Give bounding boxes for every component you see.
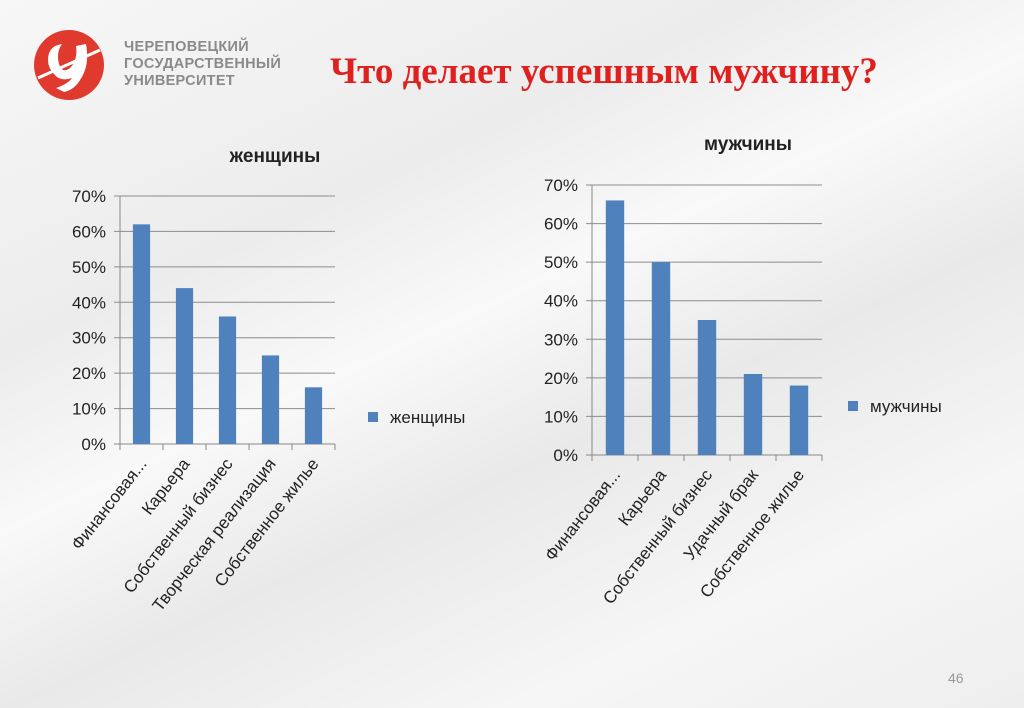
logo-line: ГОСУДАРСТВЕННЫЙ (124, 56, 282, 72)
logo-letter-icon (37, 44, 101, 92)
y-tick-label: 50% (544, 253, 578, 272)
y-tick-label: 30% (544, 330, 578, 349)
y-tick-label: 10% (72, 400, 106, 419)
bar (304, 387, 323, 444)
university-logo (34, 30, 104, 100)
x-category-label: Финансовая... (68, 455, 151, 554)
bar (789, 385, 809, 455)
bar (132, 224, 151, 444)
chart-title: мужчины (704, 134, 792, 155)
logo-line: УНИВЕРСИТЕТ (124, 73, 235, 89)
y-tick-label: 40% (72, 293, 106, 312)
bar (218, 316, 237, 444)
y-tick-label: 0% (553, 446, 578, 465)
bar (651, 262, 671, 455)
bar (697, 320, 717, 455)
logo-line: ЧЕРЕПОВЕЦКИЙ (124, 39, 249, 55)
y-tick-label: 40% (544, 292, 578, 311)
bar (175, 288, 194, 444)
y-tick-label: 20% (544, 369, 578, 388)
y-tick-label: 10% (544, 407, 578, 426)
chart-title: женщины (229, 146, 321, 167)
bar (605, 200, 625, 455)
legend-swatch (848, 401, 858, 411)
legend-label: мужчины (870, 397, 942, 416)
y-tick-label: 50% (72, 258, 106, 277)
bar (743, 374, 763, 455)
bar (261, 355, 280, 444)
slide-title: Что делает успешным мужчину? (330, 51, 878, 92)
y-tick-label: 30% (72, 329, 106, 348)
y-tick-label: 20% (72, 364, 106, 383)
page-number: 46 (948, 670, 964, 686)
y-tick-label: 60% (72, 222, 106, 241)
y-tick-label: 60% (544, 215, 578, 234)
y-tick-label: 70% (72, 187, 106, 206)
legend-label: женщины (390, 408, 465, 427)
university-name: ЧЕРЕПОВЕЦКИЙ ГОСУДАРСТВЕННЫЙ УНИВЕРСИТЕТ (124, 39, 281, 90)
legend-swatch (368, 412, 378, 422)
y-tick-label: 0% (81, 435, 106, 454)
y-tick-label: 70% (544, 176, 578, 195)
x-category-label: Финансовая... (541, 466, 624, 565)
